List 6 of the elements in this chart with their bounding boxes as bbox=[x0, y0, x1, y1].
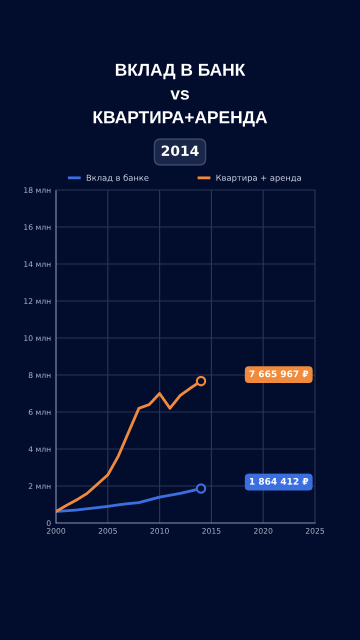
annotation: 7 665 967 ₽ bbox=[250, 370, 308, 378]
legend-label: Квартира + аренда bbox=[216, 174, 301, 182]
chart-subtitle: 2014 bbox=[162, 146, 199, 156]
chart-title: ВКЛАД В БАНК vs КВАРТИРА+АРЕНДА bbox=[94, 64, 268, 127]
annotation: 1 864 412 ₽ bbox=[250, 478, 308, 485]
legend-label: Вклад в банке bbox=[86, 174, 149, 182]
